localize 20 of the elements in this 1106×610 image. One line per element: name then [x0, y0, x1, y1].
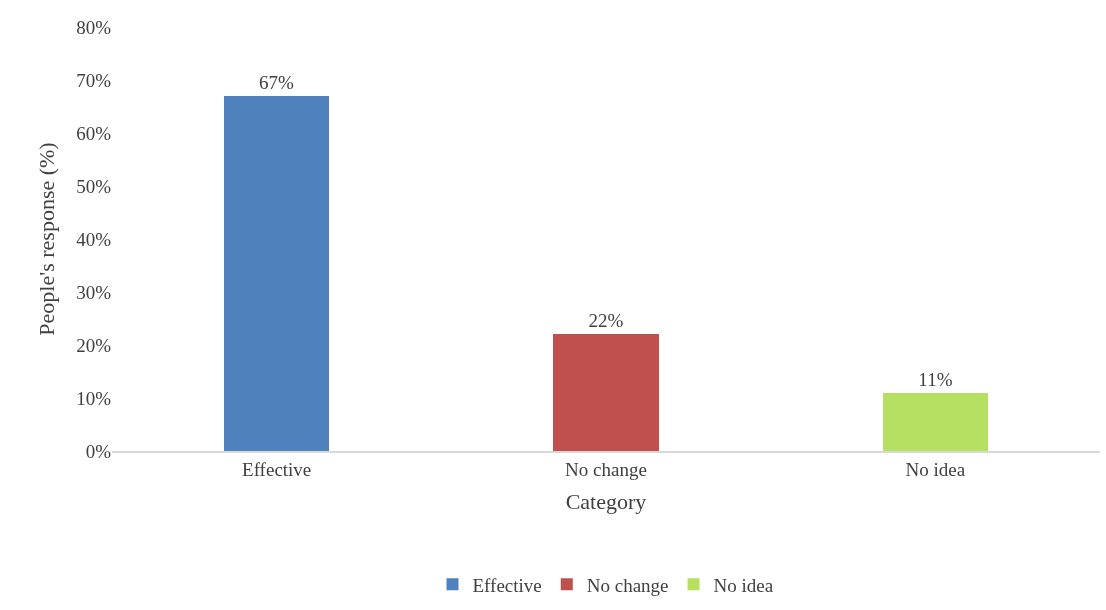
y-tick-label: 60% [76, 122, 112, 144]
y-tick-label: 50% [76, 175, 112, 197]
x-tick-label: No change [565, 458, 647, 480]
data-label: 11% [918, 369, 953, 390]
legend-label: No change [586, 574, 669, 596]
legend-label: No idea [713, 574, 774, 596]
x-axis-title: Category [565, 488, 647, 514]
x-tick-label: Effective [242, 458, 312, 480]
y-tick-label: 40% [76, 228, 112, 250]
y-tick-label: 10% [76, 387, 112, 409]
y-tick-label: 80% [76, 16, 112, 38]
y-tick-label: 0% [85, 440, 112, 462]
y-axis-title: People's response (%) [33, 142, 59, 336]
y-tick-label: 70% [76, 69, 112, 91]
y-tick-label: 30% [76, 281, 112, 303]
data-label: 22% [588, 310, 624, 331]
x-tick-label: No idea [905, 458, 966, 480]
legend-label: Effective [472, 574, 542, 596]
y-tick-label: 20% [76, 334, 112, 356]
data-label: 67% [259, 72, 294, 93]
